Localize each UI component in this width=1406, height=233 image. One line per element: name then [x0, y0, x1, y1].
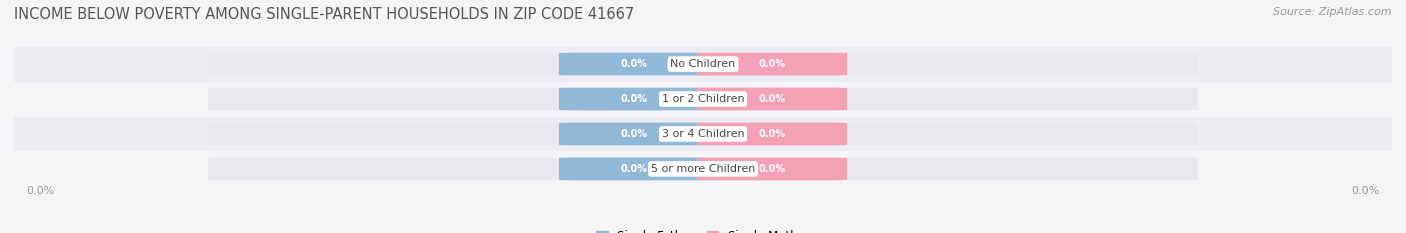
- Bar: [14, 151, 1392, 186]
- FancyBboxPatch shape: [560, 88, 709, 110]
- Text: 0.0%: 0.0%: [758, 59, 786, 69]
- FancyBboxPatch shape: [208, 158, 1198, 180]
- FancyBboxPatch shape: [208, 88, 1198, 110]
- Bar: [14, 82, 1392, 116]
- Text: 0.0%: 0.0%: [758, 94, 786, 104]
- FancyBboxPatch shape: [697, 158, 846, 180]
- Text: 0.0%: 0.0%: [27, 186, 55, 195]
- Text: 1 or 2 Children: 1 or 2 Children: [662, 94, 744, 104]
- Text: 3 or 4 Children: 3 or 4 Children: [662, 129, 744, 139]
- FancyBboxPatch shape: [697, 123, 846, 145]
- Bar: [14, 116, 1392, 151]
- Bar: [14, 47, 1392, 82]
- Text: No Children: No Children: [671, 59, 735, 69]
- FancyBboxPatch shape: [560, 123, 709, 145]
- FancyBboxPatch shape: [560, 158, 709, 180]
- FancyBboxPatch shape: [560, 53, 709, 75]
- Text: 0.0%: 0.0%: [1351, 186, 1379, 195]
- FancyBboxPatch shape: [208, 123, 1198, 145]
- FancyBboxPatch shape: [697, 88, 846, 110]
- Text: 0.0%: 0.0%: [620, 129, 648, 139]
- Text: 5 or more Children: 5 or more Children: [651, 164, 755, 174]
- Legend: Single Father, Single Mother: Single Father, Single Mother: [596, 230, 810, 233]
- FancyBboxPatch shape: [208, 53, 1198, 75]
- Text: 0.0%: 0.0%: [620, 164, 648, 174]
- Text: Source: ZipAtlas.com: Source: ZipAtlas.com: [1274, 7, 1392, 17]
- FancyBboxPatch shape: [697, 53, 846, 75]
- Text: 0.0%: 0.0%: [758, 164, 786, 174]
- Text: 0.0%: 0.0%: [758, 129, 786, 139]
- Text: 0.0%: 0.0%: [620, 59, 648, 69]
- Text: 0.0%: 0.0%: [620, 94, 648, 104]
- Text: INCOME BELOW POVERTY AMONG SINGLE-PARENT HOUSEHOLDS IN ZIP CODE 41667: INCOME BELOW POVERTY AMONG SINGLE-PARENT…: [14, 7, 634, 22]
